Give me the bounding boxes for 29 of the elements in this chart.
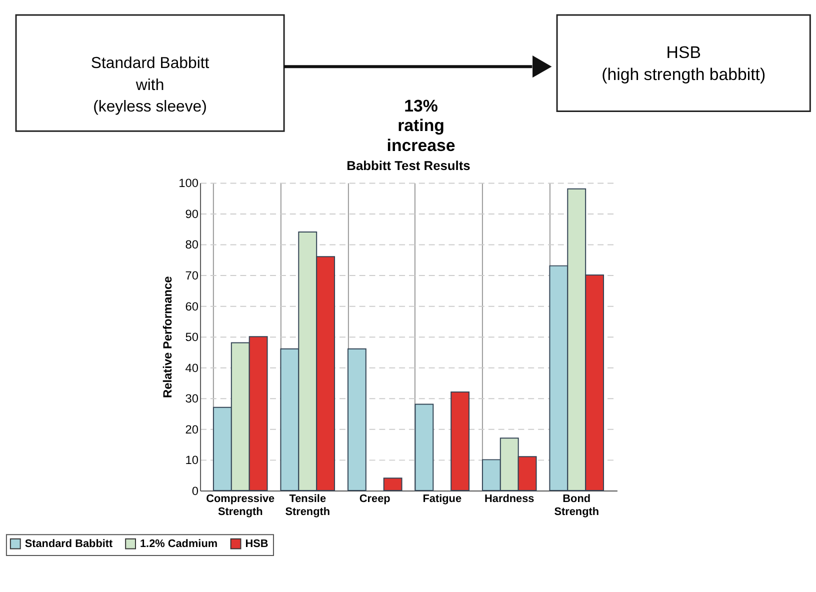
bar	[414, 404, 434, 491]
x-tick-label: Hardness	[484, 492, 534, 505]
chart-title: Babbitt Test Results	[346, 158, 470, 173]
x-tick-label: Fatigue	[422, 492, 462, 505]
bar	[383, 478, 402, 491]
legend-label: HSB	[245, 538, 268, 550]
y-tick-label: 70	[185, 268, 199, 283]
y-axis-title: Relative Performance	[160, 276, 175, 398]
y-tick-label: 80	[185, 238, 199, 252]
legend-label: Standard Babbitt	[24, 538, 114, 550]
legend-label: 1.2% Cadmium	[140, 538, 218, 550]
y-tick-label: 0	[192, 484, 199, 498]
y-tick-label: 60	[185, 299, 199, 314]
text: HSB (high strength babbitt)	[602, 43, 766, 84]
x-tick-label: Bond Strength	[554, 492, 600, 518]
y-tick-label: 20	[185, 422, 199, 436]
x-tick-label: Tensile Strength	[285, 492, 330, 518]
x-tick-label: Compressive Strength	[206, 492, 275, 518]
y-tick-label: 40	[185, 360, 199, 375]
y-tick-label: 30	[185, 392, 199, 406]
y-tick-label: 10	[185, 453, 199, 468]
x-tick-label: Creep	[359, 492, 391, 505]
bar	[347, 348, 366, 491]
text: 13% rating increase	[386, 96, 456, 155]
text: Standard Babbitt with (keyless sleeve)	[90, 55, 210, 116]
bar	[450, 391, 470, 491]
y-tick-label: 100	[178, 176, 199, 190]
y-tick-label: 50	[185, 330, 199, 344]
y-tick-label: 90	[185, 206, 199, 221]
